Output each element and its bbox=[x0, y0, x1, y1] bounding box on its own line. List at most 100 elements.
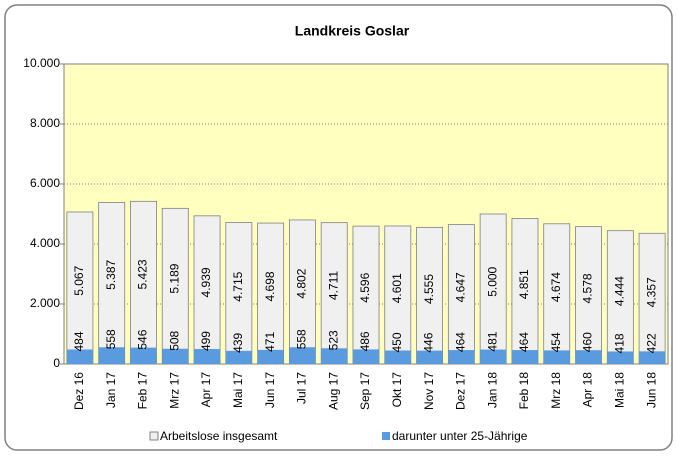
value-label: 5.000 bbox=[485, 266, 499, 296]
value-label: 5.387 bbox=[104, 259, 118, 289]
value-label: 446 bbox=[422, 332, 436, 352]
x-tick-label: Jul 17 bbox=[295, 372, 309, 404]
bar bbox=[161, 207, 189, 365]
value-label: 4.444 bbox=[612, 276, 626, 306]
bar bbox=[543, 350, 570, 364]
bar bbox=[384, 225, 412, 365]
y-tick-label: 8.000 bbox=[30, 116, 60, 130]
x-tick-label: Feb 18 bbox=[517, 372, 531, 410]
bar bbox=[194, 349, 221, 364]
value-label: 460 bbox=[581, 332, 595, 352]
x-tick-label: Mai 17 bbox=[231, 372, 245, 408]
y-tick-label: 2.000 bbox=[30, 296, 60, 310]
bar bbox=[416, 350, 443, 364]
value-label: 4.674 bbox=[549, 272, 563, 302]
x-tick-label: Mrz 17 bbox=[167, 372, 181, 409]
value-label: 4.715 bbox=[231, 271, 245, 301]
bar bbox=[607, 351, 634, 364]
value-label: 5.189 bbox=[167, 263, 181, 293]
bar bbox=[352, 349, 380, 364]
value-label: 499 bbox=[199, 331, 213, 351]
value-label: 558 bbox=[295, 329, 309, 349]
bar bbox=[257, 349, 284, 364]
value-label: 464 bbox=[517, 332, 531, 352]
bar bbox=[193, 215, 221, 365]
x-tick-label: Aug 17 bbox=[326, 372, 340, 410]
value-label: 4.851 bbox=[517, 269, 531, 299]
x-tick-label: Sep 17 bbox=[358, 372, 372, 410]
x-tick-label: Feb 17 bbox=[136, 372, 150, 410]
x-tick-label: Apr 18 bbox=[581, 372, 595, 408]
value-label: 5.423 bbox=[136, 259, 150, 289]
bar bbox=[638, 232, 666, 365]
bar bbox=[543, 223, 571, 365]
value-label: 5.067 bbox=[72, 265, 86, 295]
value-label: 4.601 bbox=[390, 273, 404, 303]
x-tick-label: Jun 17 bbox=[263, 372, 277, 408]
value-label: 486 bbox=[358, 331, 372, 351]
y-tick-label: 10.000 bbox=[23, 56, 60, 70]
value-label: 4.939 bbox=[199, 267, 213, 297]
bar bbox=[384, 350, 411, 364]
bar bbox=[320, 222, 348, 365]
value-label: 4.578 bbox=[581, 273, 595, 303]
value-label: 484 bbox=[72, 331, 86, 351]
x-tick-label: Jan 18 bbox=[485, 372, 499, 408]
value-label: 558 bbox=[104, 329, 118, 349]
value-label: 523 bbox=[326, 330, 340, 350]
bar bbox=[225, 350, 252, 364]
bar bbox=[98, 347, 125, 364]
x-tick-label: Mrz 18 bbox=[549, 372, 563, 409]
y-tick-label: 4.000 bbox=[30, 236, 60, 250]
value-label: 4.698 bbox=[263, 271, 277, 301]
bar bbox=[98, 201, 126, 365]
bar bbox=[130, 347, 157, 364]
value-label: 481 bbox=[485, 331, 499, 351]
value-label: 4.802 bbox=[295, 268, 309, 298]
bar bbox=[130, 200, 157, 365]
value-label: 418 bbox=[612, 333, 626, 353]
x-tick-label: Nov 17 bbox=[422, 372, 436, 410]
bar bbox=[321, 348, 348, 364]
x-tick-label: Jan 17 bbox=[104, 372, 118, 408]
x-tick-label: Jun 18 bbox=[644, 372, 658, 408]
x-tick-label: Dez 16 bbox=[72, 372, 86, 410]
x-tick-label: Apr 17 bbox=[199, 372, 213, 408]
bar bbox=[288, 219, 316, 365]
value-label: 4.647 bbox=[454, 272, 468, 302]
value-label: 4.555 bbox=[422, 274, 436, 304]
legend-label: Arbeitslose insgesamt bbox=[160, 429, 278, 443]
bar bbox=[448, 350, 475, 364]
value-label: 471 bbox=[263, 332, 277, 352]
bar bbox=[511, 218, 539, 365]
x-tick-label: Mai 18 bbox=[612, 372, 626, 408]
value-label: 439 bbox=[231, 332, 245, 352]
value-label: 4.711 bbox=[326, 271, 340, 300]
value-label: 454 bbox=[549, 332, 563, 352]
bar bbox=[66, 349, 93, 364]
bar bbox=[479, 213, 507, 365]
legend-swatch bbox=[382, 432, 390, 440]
x-tick-label: Okt 17 bbox=[390, 372, 404, 408]
y-tick-label: 0 bbox=[53, 356, 60, 370]
bar bbox=[257, 222, 285, 365]
bar bbox=[352, 225, 380, 365]
value-label: 546 bbox=[136, 329, 150, 349]
bar bbox=[289, 347, 316, 364]
bar bbox=[480, 349, 507, 364]
value-label: 4.357 bbox=[644, 277, 658, 307]
bar bbox=[575, 226, 602, 365]
bar bbox=[225, 222, 253, 365]
legend-label: darunter unter 25-Jährige bbox=[392, 429, 528, 443]
legend-swatch bbox=[149, 431, 159, 441]
x-tick-label: Dez 17 bbox=[454, 372, 468, 410]
bar bbox=[447, 224, 475, 365]
value-label: 4.596 bbox=[358, 272, 372, 302]
bar bbox=[162, 348, 189, 364]
bar bbox=[511, 350, 538, 364]
value-label: 422 bbox=[644, 333, 658, 353]
value-label: 450 bbox=[390, 332, 404, 352]
bar bbox=[575, 350, 602, 364]
value-label: 508 bbox=[167, 330, 181, 350]
